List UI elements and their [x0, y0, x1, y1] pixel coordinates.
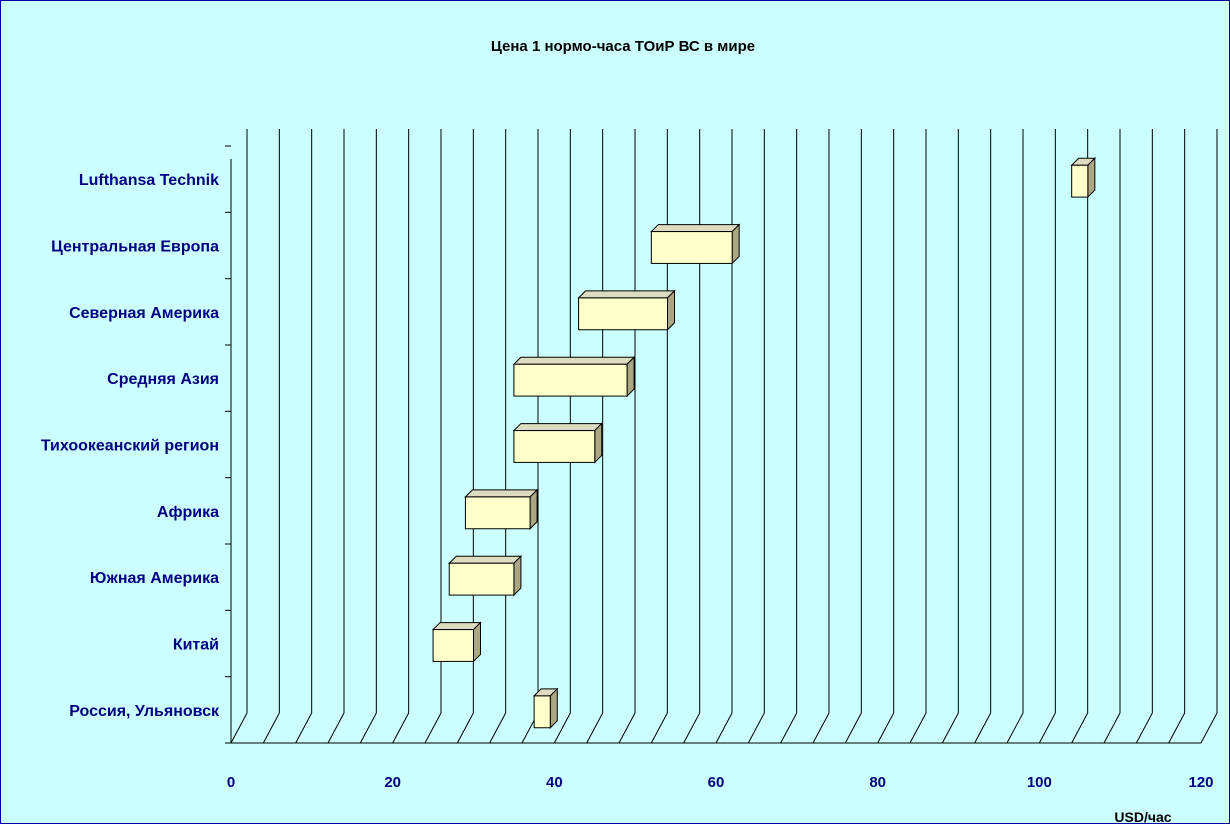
- range-bar: [532, 687, 559, 729]
- category-label: Китай: [173, 637, 219, 654]
- range-bar-side: [667, 289, 675, 331]
- range-bar-front: [650, 231, 733, 264]
- range-bar-side: [513, 555, 522, 597]
- range-bar-front: [432, 629, 475, 662]
- floor-depth-line: [780, 712, 798, 744]
- range-bar-top: [512, 356, 636, 365]
- floor-depth-line: [974, 712, 992, 744]
- bars: [431, 157, 1097, 729]
- range-bar-side: [529, 488, 538, 530]
- floor-depth-line: [295, 712, 313, 744]
- floor-depth-line: [327, 712, 345, 744]
- floor-depth-line: [812, 712, 830, 744]
- x-tick-label: 0: [227, 774, 235, 791]
- floor-depth-line: [683, 712, 701, 744]
- range-bar-side: [731, 223, 740, 265]
- range-bar-top: [650, 224, 741, 233]
- x-tick-label: 20: [384, 774, 401, 791]
- range-bar-side: [594, 422, 603, 464]
- axes: [225, 145, 1201, 744]
- floor-depth-line: [392, 712, 410, 744]
- category-label: Россия, Ульяновск: [69, 703, 220, 720]
- range-bar: [512, 356, 636, 398]
- range-bar: [512, 422, 603, 464]
- floor-depth-line: [1135, 712, 1153, 744]
- floor-depth-line: [586, 712, 604, 744]
- category-label: Северная Америка: [69, 305, 219, 322]
- floor-depth-line: [618, 712, 636, 744]
- floor-depth-line: [424, 712, 442, 744]
- floor-depth-line: [230, 712, 248, 744]
- x-tick-label: 100: [1027, 774, 1052, 791]
- range-bar-top: [464, 489, 539, 498]
- floor-depth-line: [1168, 712, 1186, 744]
- x-tick-label: 60: [708, 774, 725, 791]
- x-tick-label: 80: [869, 774, 886, 791]
- range-bar-top: [448, 555, 523, 564]
- floor-depth-line: [747, 712, 765, 744]
- grid-lines: [230, 129, 1218, 744]
- floor-depth-line: [941, 712, 959, 744]
- range-bar-top: [577, 290, 676, 299]
- x-tick-label: 40: [546, 774, 563, 791]
- x-axis-unit-label: USD/час: [1114, 809, 1171, 825]
- category-label: Lufthansa Technik: [79, 172, 219, 189]
- category-label: Южная Америка: [90, 570, 219, 587]
- floor-depth-line: [1071, 712, 1089, 744]
- range-bar-front: [1071, 164, 1089, 198]
- range-bar-front: [513, 363, 628, 397]
- range-bar: [1070, 157, 1097, 199]
- floor-depth-line: [909, 712, 927, 744]
- range-bar-front: [578, 297, 668, 331]
- range-bar: [448, 555, 523, 597]
- floor-depth-line: [1006, 712, 1024, 744]
- floor-depth-line: [489, 712, 507, 744]
- range-bar-side: [473, 621, 481, 663]
- category-labels: Lufthansa Technik Центральная Европа Север…: [41, 172, 220, 720]
- x-tick-labels: 0 20 40 60 80 100 120: [227, 774, 1214, 791]
- range-bar: [650, 223, 741, 265]
- range-bar-front: [464, 496, 531, 530]
- range-bar-top: [431, 622, 482, 631]
- range-bar: [464, 488, 539, 530]
- category-label: Тихоокеанский регион: [41, 438, 219, 455]
- category-label: Африка: [157, 504, 219, 521]
- x-tick-label: 120: [1188, 774, 1213, 791]
- category-label: Центральная Европа: [51, 239, 219, 256]
- floor-depth-line: [844, 712, 862, 744]
- range-bar-side: [549, 687, 558, 729]
- floor-depth-line: [262, 712, 280, 744]
- range-bar: [431, 621, 482, 663]
- floor-depth-line: [650, 712, 668, 744]
- floor-depth-line: [1200, 712, 1218, 744]
- floor-depth-line: [1038, 712, 1056, 744]
- range-bar: [577, 289, 676, 331]
- range-bar-front: [513, 430, 596, 463]
- floor-depth-line: [877, 712, 895, 744]
- range-bar-side: [1087, 157, 1096, 199]
- chart-title: Цена 1 нормо-часа ТОиР ВС в мире: [491, 38, 755, 55]
- range-bar-front: [533, 695, 551, 729]
- floor-depth-line: [456, 712, 474, 744]
- floor-depth-line: [553, 712, 571, 744]
- range-bar-top: [512, 423, 603, 432]
- range-bar-front: [448, 562, 515, 596]
- range-bar-side: [626, 356, 635, 398]
- category-label: Средняя Азия: [107, 371, 219, 388]
- floor-depth-line: [1103, 712, 1121, 744]
- floor-depth-line: [359, 712, 377, 744]
- floor-depth-line: [715, 712, 733, 744]
